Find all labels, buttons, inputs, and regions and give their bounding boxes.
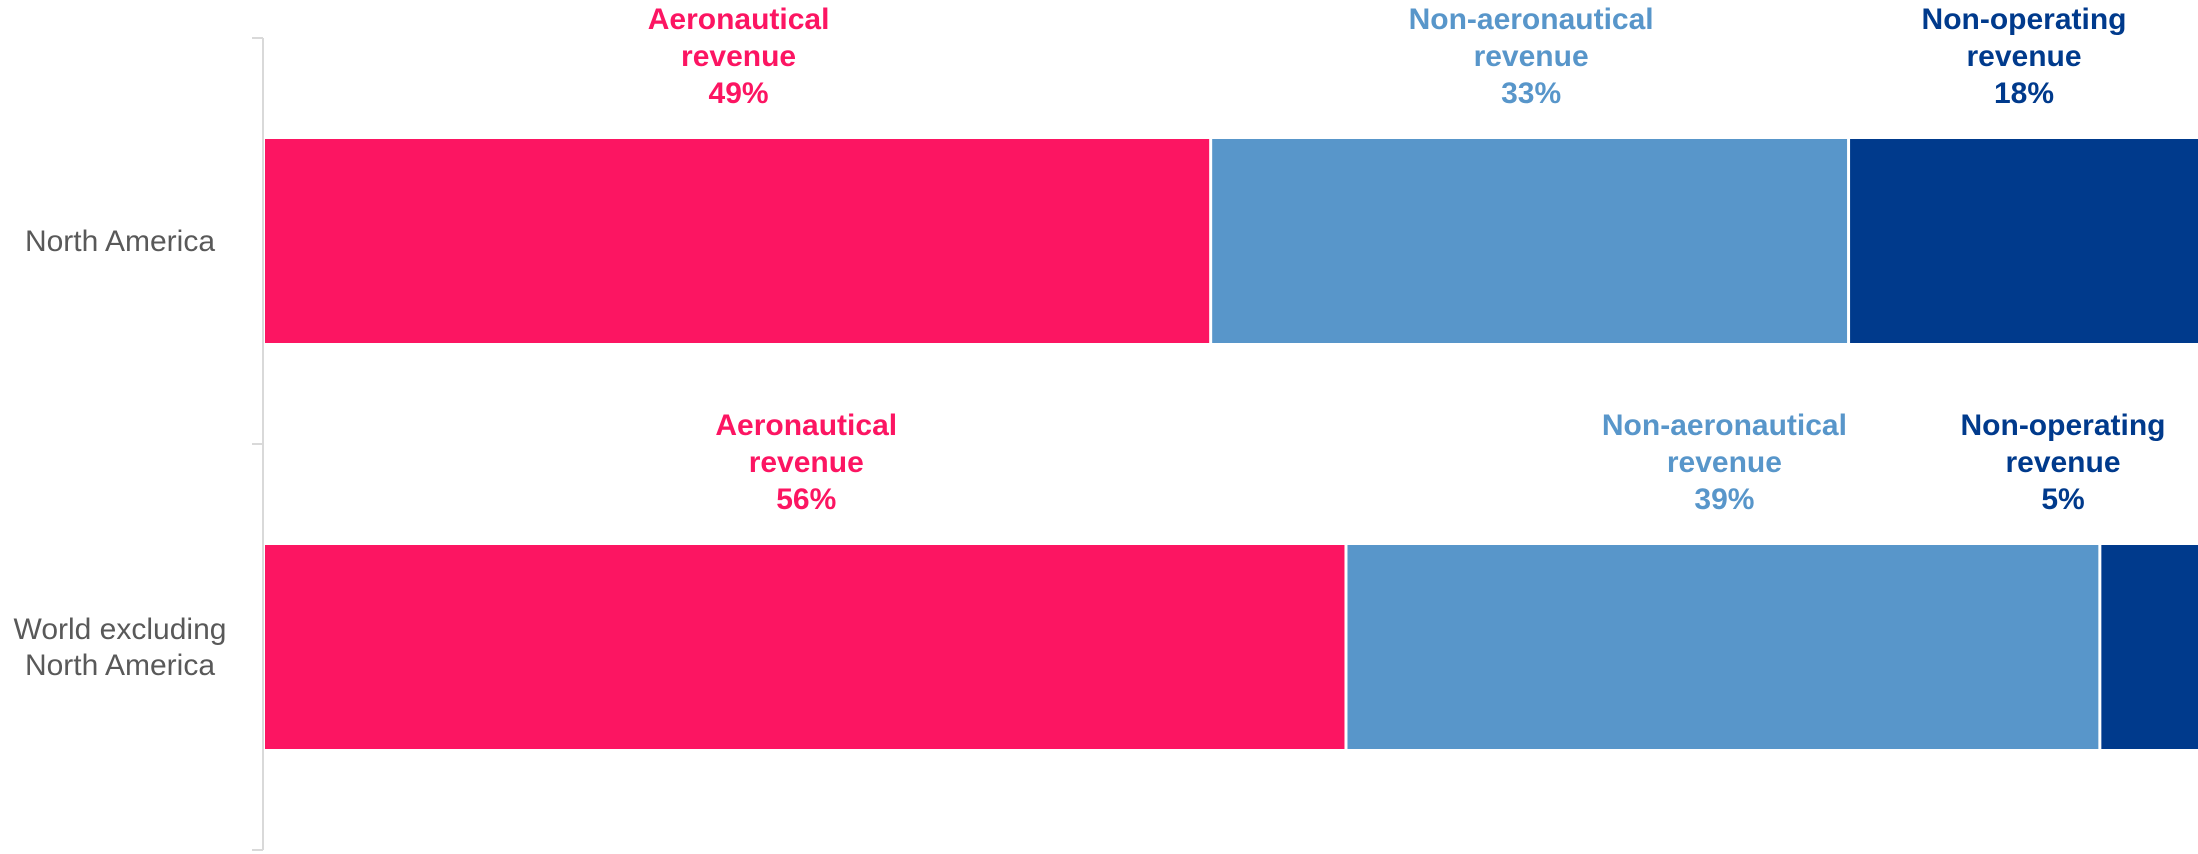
data-label-value: 33% bbox=[1501, 77, 1561, 110]
data-label-line: Aeronautical bbox=[648, 3, 830, 36]
category-label: World excluding North America bbox=[14, 613, 227, 682]
category-label-line: North America bbox=[25, 225, 215, 258]
category-axis bbox=[252, 37, 264, 851]
data-label-line: Non-operating bbox=[1922, 3, 2127, 36]
category-label: North America bbox=[25, 225, 215, 258]
data-label: Aeronautical revenue 56% bbox=[715, 409, 897, 516]
data-label-line: Non-operating bbox=[1961, 409, 2166, 442]
data-label-value: 39% bbox=[1694, 483, 1754, 516]
data-label-line: Non-aeronautical bbox=[1409, 3, 1654, 36]
category-label-line: North America bbox=[25, 649, 215, 682]
data-label-line: revenue bbox=[1966, 40, 2081, 73]
data-label-line: revenue bbox=[681, 40, 796, 73]
data-label-line: revenue bbox=[1474, 40, 1589, 73]
data-label-line: revenue bbox=[1667, 446, 1782, 479]
data-label-line: revenue bbox=[2005, 446, 2120, 479]
data-label-line: Aeronautical bbox=[715, 409, 897, 442]
data-label: Non-aeronautical revenue 33% bbox=[1409, 3, 1654, 110]
bar-segment bbox=[1347, 545, 2099, 749]
bar-segment bbox=[2101, 545, 2198, 749]
category-label-line: World excluding bbox=[14, 613, 227, 646]
data-label: Non-aeronautical revenue 39% bbox=[1602, 409, 1847, 516]
bar-segment bbox=[265, 545, 1345, 749]
data-label: Non-operating revenue 5% bbox=[1961, 409, 2166, 516]
bar-segment bbox=[265, 139, 1210, 343]
data-label: Non-operating revenue 18% bbox=[1922, 3, 2127, 110]
data-label-value: 5% bbox=[2041, 483, 2084, 516]
data-label-value: 18% bbox=[1994, 77, 2054, 110]
bar-segment bbox=[1850, 139, 2198, 343]
data-label-value: 49% bbox=[709, 77, 769, 110]
bar-segment bbox=[1212, 139, 1848, 343]
data-label-line: Non-aeronautical bbox=[1602, 409, 1847, 442]
data-label-line: revenue bbox=[749, 446, 864, 479]
data-label: Aeronautical revenue 49% bbox=[648, 3, 830, 110]
data-label-value: 56% bbox=[776, 483, 836, 516]
